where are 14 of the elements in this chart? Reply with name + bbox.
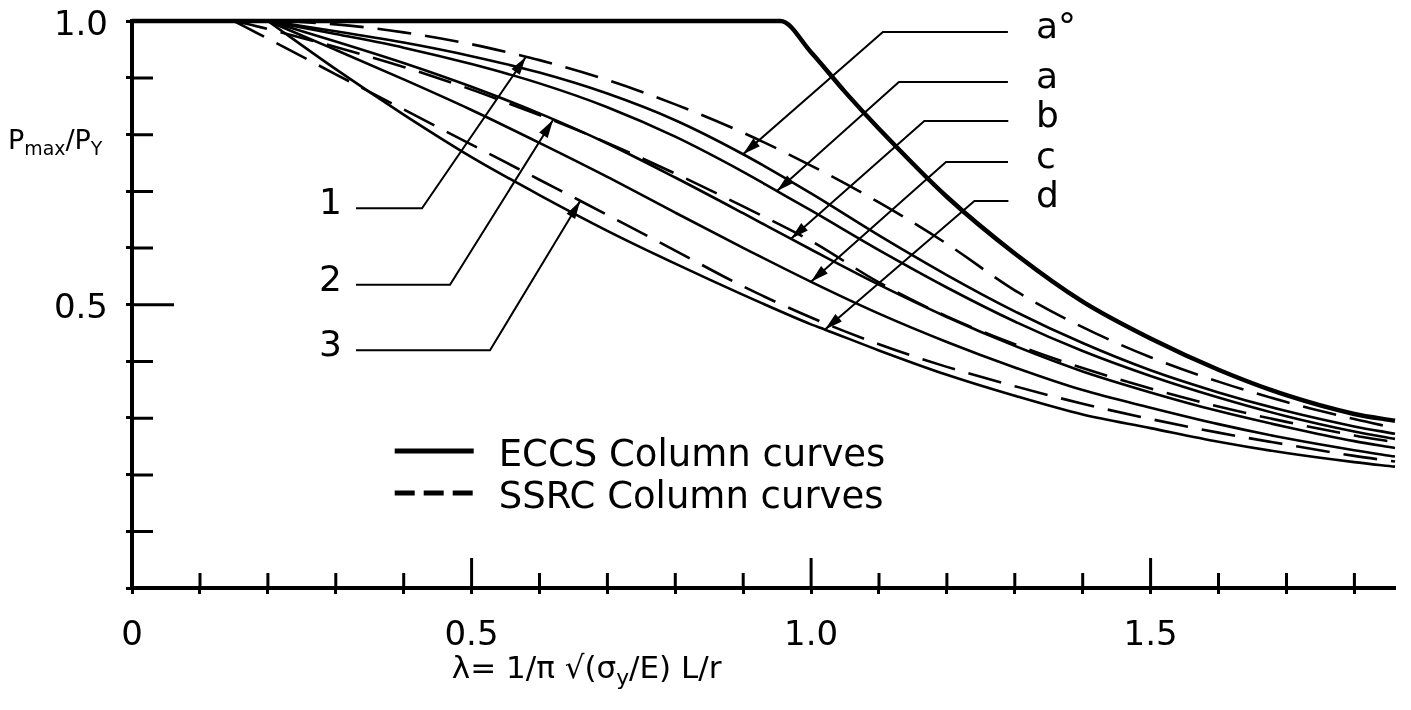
x-tick-label: 1.5 — [1123, 613, 1178, 654]
annotation: 3 — [319, 323, 342, 365]
legend-label: ECCS Column curves — [498, 431, 886, 475]
annotation: b — [1036, 94, 1059, 136]
legend-label: SSRC Column curves — [498, 473, 884, 517]
y-axis-title: P$_{max}$/P$_{Y}$ — [8, 124, 103, 160]
x-tick-label: 0 — [121, 613, 143, 654]
annotation: 2 — [319, 258, 342, 300]
annotation: c — [1036, 135, 1056, 177]
x-tick-label: 1.0 — [783, 613, 839, 654]
annotation: d — [1036, 174, 1059, 216]
annotation: 1 — [319, 181, 342, 223]
annotation: a — [1036, 55, 1059, 97]
annotation: a° — [1036, 5, 1077, 47]
